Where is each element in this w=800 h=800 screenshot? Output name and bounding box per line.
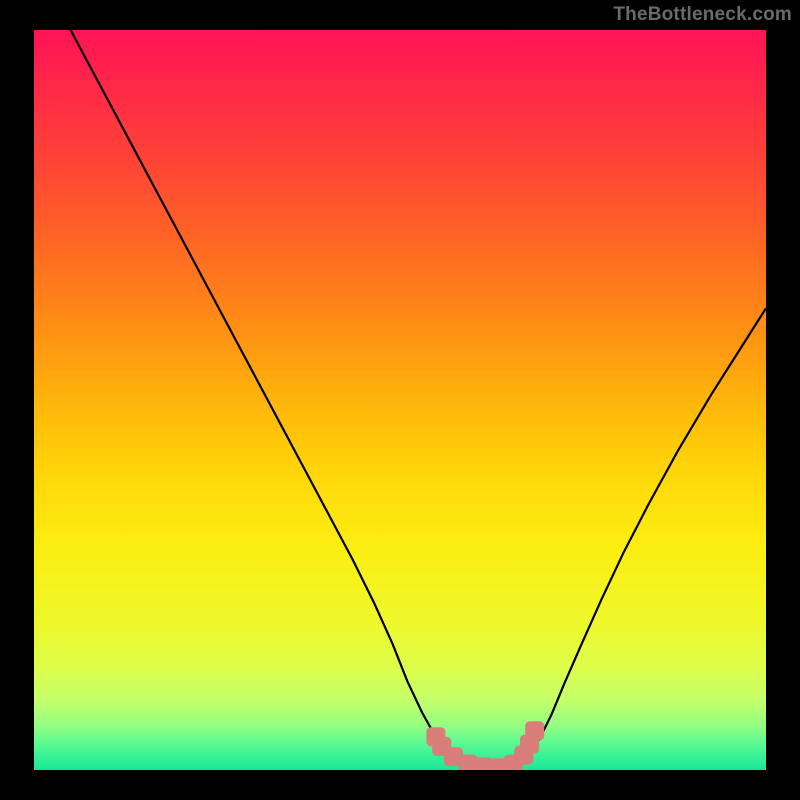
bottleneck-chart — [34, 30, 766, 770]
gradient-background — [34, 30, 766, 770]
watermark-text: TheBottleneck.com — [613, 4, 792, 26]
marker — [525, 721, 544, 740]
